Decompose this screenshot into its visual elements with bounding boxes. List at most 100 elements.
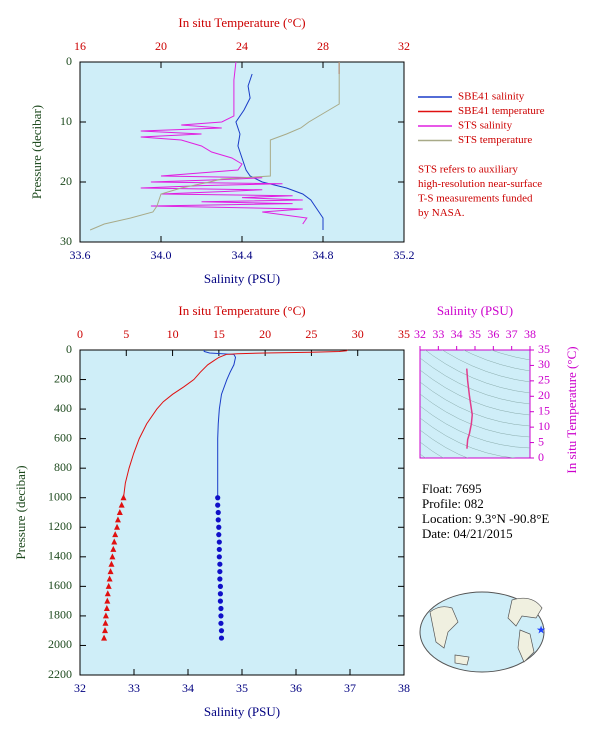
x2-tick-label: 28 — [317, 39, 329, 53]
bottle-point — [101, 627, 108, 634]
density-contour — [424, 350, 530, 394]
note-line: T-S measurements funded — [418, 193, 533, 205]
x-axis-title: Salinity (PSU) — [437, 303, 513, 318]
note-line: high-resolution near-surface — [418, 178, 542, 190]
bottle-point — [112, 531, 119, 538]
x-tick-label: 32 — [74, 681, 86, 695]
density-contour — [420, 405, 530, 449]
density-contour — [420, 357, 530, 405]
x2-tick-label: 0 — [77, 327, 83, 341]
bottle-point — [218, 605, 224, 612]
bottle-point — [105, 582, 112, 589]
bottle-point — [216, 532, 222, 538]
x-tick-label: 34.8 — [313, 248, 334, 262]
bottle-point — [218, 635, 225, 641]
legend-label: STS salinity — [458, 120, 513, 132]
x-tick-label: 34 — [451, 327, 463, 341]
note-line: by NASA. — [418, 207, 465, 219]
bottle-point — [114, 516, 121, 523]
y-tick-label: 0 — [66, 342, 72, 356]
x-tick-label: 37 — [344, 681, 356, 695]
plot-area — [79, 349, 405, 676]
info-line: Profile: 082 — [422, 496, 484, 511]
info-line: Float: 7695 — [422, 481, 482, 496]
y-tick-label: 400 — [54, 401, 72, 415]
profile-line — [140, 61, 308, 225]
y-tick-label: 1400 — [48, 549, 72, 563]
density-contour — [420, 441, 444, 458]
y-tick-label: 200 — [54, 371, 72, 385]
density-contour — [420, 369, 530, 416]
bottle-point — [215, 495, 221, 501]
bottle-point — [102, 612, 109, 619]
y-tick-label: 800 — [54, 460, 72, 474]
y-tick-label: 20 — [538, 388, 550, 402]
bottle-point — [109, 553, 116, 560]
x2-tick-label: 25 — [305, 327, 317, 341]
bottle-point — [102, 619, 109, 626]
x-tick-label: 35 — [469, 327, 481, 341]
y-tick-label: 20 — [60, 174, 72, 188]
bottle-point — [218, 620, 224, 626]
x2-tick-label: 32 — [398, 39, 410, 53]
bottle-point — [110, 545, 117, 552]
x-tick-label: 33 — [128, 681, 140, 695]
y-tick-label: 1800 — [48, 608, 72, 622]
density-contour — [420, 393, 530, 438]
density-contour — [490, 350, 530, 361]
y-tick-label: 600 — [54, 430, 72, 444]
x2-tick-label: 16 — [74, 39, 86, 53]
y-axis-title: Pressure (decibar) — [13, 465, 28, 559]
x-tick-label: 34.0 — [151, 248, 172, 262]
y-tick-label: 2200 — [48, 667, 72, 681]
y-tick-label: 35 — [538, 342, 550, 356]
x2-tick-label: 20 — [155, 39, 167, 53]
x2-tick-label: 30 — [352, 327, 364, 341]
x2-axis-title: In situ Temperature (°C) — [178, 303, 305, 318]
bottle-point — [218, 628, 225, 634]
bottle-point — [215, 517, 221, 523]
info-line: Location: 9.3°N -90.8°E — [422, 511, 549, 526]
bottle-point — [120, 494, 127, 501]
x-tick-label: 32 — [414, 327, 426, 341]
bottle-point — [216, 524, 222, 530]
x-tick-label: 38 — [398, 681, 410, 695]
note-line: STS refers to auxiliary — [418, 164, 518, 176]
profile-line — [235, 73, 324, 230]
x2-axis-title: In situ Temperature (°C) — [178, 15, 305, 30]
legend-label: SBE41 salinity — [458, 91, 525, 103]
x-tick-label: 35 — [236, 681, 248, 695]
x-tick-label: 38 — [524, 327, 536, 341]
bottle-point — [217, 598, 223, 604]
x-tick-label: 34 — [182, 681, 194, 695]
density-contour — [442, 350, 530, 383]
x2-tick-label: 24 — [236, 39, 248, 53]
bottle-point — [215, 502, 221, 508]
bottle-point — [217, 591, 223, 597]
bottle-point — [111, 538, 118, 545]
map-land — [429, 597, 543, 666]
bottle-point — [217, 576, 223, 582]
x-tick-label: 36 — [290, 681, 302, 695]
y-tick-label: 2000 — [48, 637, 72, 651]
ts-line — [466, 368, 474, 449]
info-line: Date: 04/21/2015 — [422, 526, 513, 541]
bottle-point — [216, 554, 222, 560]
y-tick-label: 1000 — [48, 489, 72, 503]
bottle-point — [216, 539, 222, 545]
density-contour — [420, 417, 517, 458]
location-star: ★ — [536, 625, 546, 637]
bottle-point — [216, 546, 222, 553]
x-axis-title: Salinity (PSU) — [204, 704, 280, 719]
world-map: ★ — [419, 591, 546, 673]
bottle-point — [218, 613, 224, 619]
bottle-point — [108, 560, 115, 567]
x-tick-label: 36 — [487, 327, 499, 341]
bottle-point — [217, 561, 223, 567]
y-tick-label: 30 — [60, 234, 72, 248]
y-tick-label: 25 — [538, 373, 550, 387]
y-axis-title: Pressure (decibar) — [29, 105, 44, 199]
bottle-point — [103, 605, 110, 612]
